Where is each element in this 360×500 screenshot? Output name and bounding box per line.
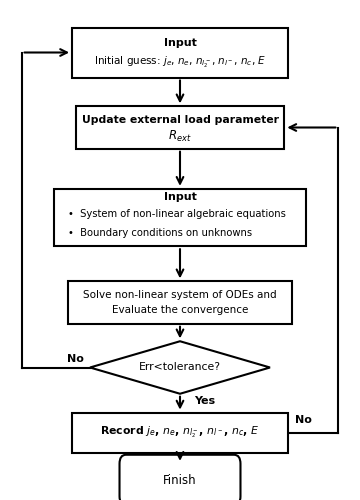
Text: Yes: Yes: [194, 396, 216, 406]
Text: Initial guess: $j_e$, $n_e$, $n_{l_2^-}$, $n_{l^-}$, $n_c$, $E$: Initial guess: $j_e$, $n_e$, $n_{l_2^-}$…: [94, 54, 266, 70]
Bar: [68, 281, 292, 324]
Bar: [72, 412, 288, 453]
Text: •  System of non-linear algebraic equations: • System of non-linear algebraic equatio…: [68, 209, 286, 219]
Bar: [54, 189, 306, 246]
Text: Err<tolerance?: Err<tolerance?: [139, 362, 221, 372]
Bar: [76, 106, 284, 149]
Text: Record $j_e$, $n_e$, $n_{l_2^-}$, $n_{l^-}$, $n_c$, $E$: Record $j_e$, $n_e$, $n_{l_2^-}$, $n_{l^…: [100, 424, 260, 440]
Text: Solve non-linear system of ODEs and: Solve non-linear system of ODEs and: [83, 290, 277, 300]
Polygon shape: [90, 341, 270, 394]
Text: $R_{ext}$: $R_{ext}$: [168, 129, 192, 144]
Text: Update external load parameter: Update external load parameter: [81, 115, 279, 125]
Text: No: No: [67, 354, 84, 364]
Text: Evaluate the convergence: Evaluate the convergence: [112, 305, 248, 315]
Text: No: No: [295, 415, 312, 425]
Text: Input: Input: [163, 192, 197, 202]
Text: Input: Input: [163, 38, 197, 48]
Text: •  Boundary conditions on unknowns: • Boundary conditions on unknowns: [68, 228, 252, 237]
Text: Finish: Finish: [163, 474, 197, 486]
Bar: [72, 28, 288, 78]
FancyBboxPatch shape: [120, 455, 240, 500]
